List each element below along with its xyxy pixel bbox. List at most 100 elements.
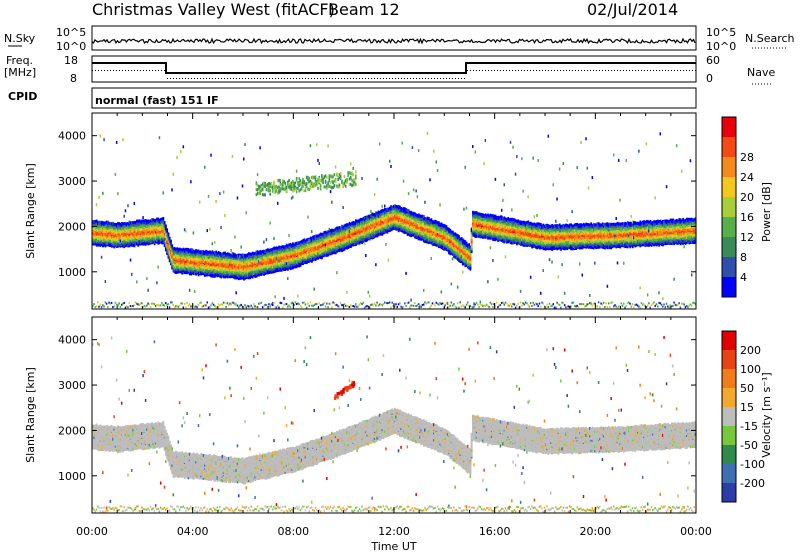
nave-point xyxy=(521,70,522,71)
power-cell xyxy=(111,302,113,304)
nave-point xyxy=(347,78,348,79)
power-cell xyxy=(149,303,151,305)
nave-point xyxy=(563,70,564,71)
station-title: Christmas Valley West (fitACF) xyxy=(92,0,335,19)
nave-point xyxy=(335,78,336,79)
nave-point xyxy=(599,70,600,71)
nave-point xyxy=(518,70,519,71)
power-cell xyxy=(101,306,103,308)
nave-point xyxy=(287,78,288,79)
nave-point xyxy=(656,70,657,71)
nave-point xyxy=(482,70,483,71)
nave-point xyxy=(98,70,99,71)
freq-right-tick-bottom: 0 xyxy=(706,72,713,85)
nave-point xyxy=(557,70,558,71)
nave-point xyxy=(692,70,693,71)
nave-point xyxy=(284,78,285,79)
nave-point xyxy=(164,70,165,71)
nave-point xyxy=(587,70,588,71)
nave-point xyxy=(317,78,318,79)
nave-point xyxy=(530,70,531,71)
nave-point xyxy=(608,70,609,71)
date-title: 02/Jul/2014 xyxy=(587,0,678,19)
nave-point xyxy=(341,78,342,79)
nave-point xyxy=(245,78,246,79)
nave-point xyxy=(95,70,96,71)
nave-point xyxy=(614,70,615,71)
nave-point xyxy=(401,78,402,79)
nave-point xyxy=(146,70,147,71)
noise-left-tick-top: 10^5 xyxy=(56,26,86,39)
nave-point xyxy=(572,70,573,71)
nave-point xyxy=(506,70,507,71)
freq-label-line2: [MHz] xyxy=(4,66,36,79)
nave-point xyxy=(554,70,555,71)
nave-point xyxy=(434,78,435,79)
nave-point xyxy=(512,70,513,71)
nave-point xyxy=(593,70,594,71)
nave-point xyxy=(140,70,141,71)
nave-point xyxy=(155,70,156,71)
power-cell xyxy=(115,302,117,304)
nave-point xyxy=(542,70,543,71)
nave-point xyxy=(665,70,666,71)
nave-point xyxy=(197,78,198,79)
nave-point xyxy=(410,78,411,79)
nave-point xyxy=(428,78,429,79)
nave-point xyxy=(368,78,369,79)
freq-right-tick-top: 60 xyxy=(706,54,720,67)
nave-point xyxy=(185,78,186,79)
nave-point xyxy=(296,78,297,79)
radar-figure: Christmas Valley West (fitACF) Beam 12 0… xyxy=(0,0,800,554)
nsky-label: N.Sky xyxy=(4,32,36,45)
nave-point xyxy=(536,70,537,71)
power-cell xyxy=(130,259,132,262)
noise-right-tick-top: 10^5 xyxy=(706,26,736,39)
nave-point xyxy=(374,78,375,79)
nave-point xyxy=(224,78,225,79)
nave-point xyxy=(248,78,249,79)
nave-point xyxy=(293,78,294,79)
nave-point xyxy=(131,70,132,71)
nave-point xyxy=(389,78,390,79)
power-cell xyxy=(116,141,118,144)
nave-point xyxy=(128,70,129,71)
noise-trace xyxy=(92,39,695,43)
nave-point xyxy=(299,78,300,79)
nave-point xyxy=(113,70,114,71)
power-cell xyxy=(159,136,161,139)
nave-point xyxy=(134,70,135,71)
nave-point xyxy=(110,70,111,71)
nave-point xyxy=(278,78,279,79)
nave-point xyxy=(551,70,552,71)
nave-point xyxy=(320,78,321,79)
nave-point xyxy=(239,78,240,79)
nave-point xyxy=(269,78,270,79)
nave-point xyxy=(524,70,525,71)
nave-point xyxy=(494,70,495,71)
nave-point xyxy=(272,78,273,79)
nave-point xyxy=(443,78,444,79)
nave-point xyxy=(344,78,345,79)
nave-point xyxy=(329,78,330,79)
power-cell xyxy=(127,204,129,207)
nave-point xyxy=(212,78,213,79)
power-cell xyxy=(164,221,166,224)
nave-point xyxy=(305,78,306,79)
power-cell xyxy=(125,209,127,212)
nave-point xyxy=(104,70,105,71)
nave-point xyxy=(617,70,618,71)
nave-point xyxy=(215,78,216,79)
nave-point xyxy=(647,70,648,71)
nave-point xyxy=(527,70,528,71)
nave-point xyxy=(218,78,219,79)
power-cell xyxy=(123,302,125,304)
power-cell xyxy=(97,301,99,303)
power-cell xyxy=(162,191,164,194)
nave-trace xyxy=(92,70,696,79)
nave-point xyxy=(311,78,312,79)
nave-point xyxy=(431,78,432,79)
nave-point xyxy=(644,70,645,71)
nave-point xyxy=(485,70,486,71)
power-heatmap-data xyxy=(92,132,697,309)
